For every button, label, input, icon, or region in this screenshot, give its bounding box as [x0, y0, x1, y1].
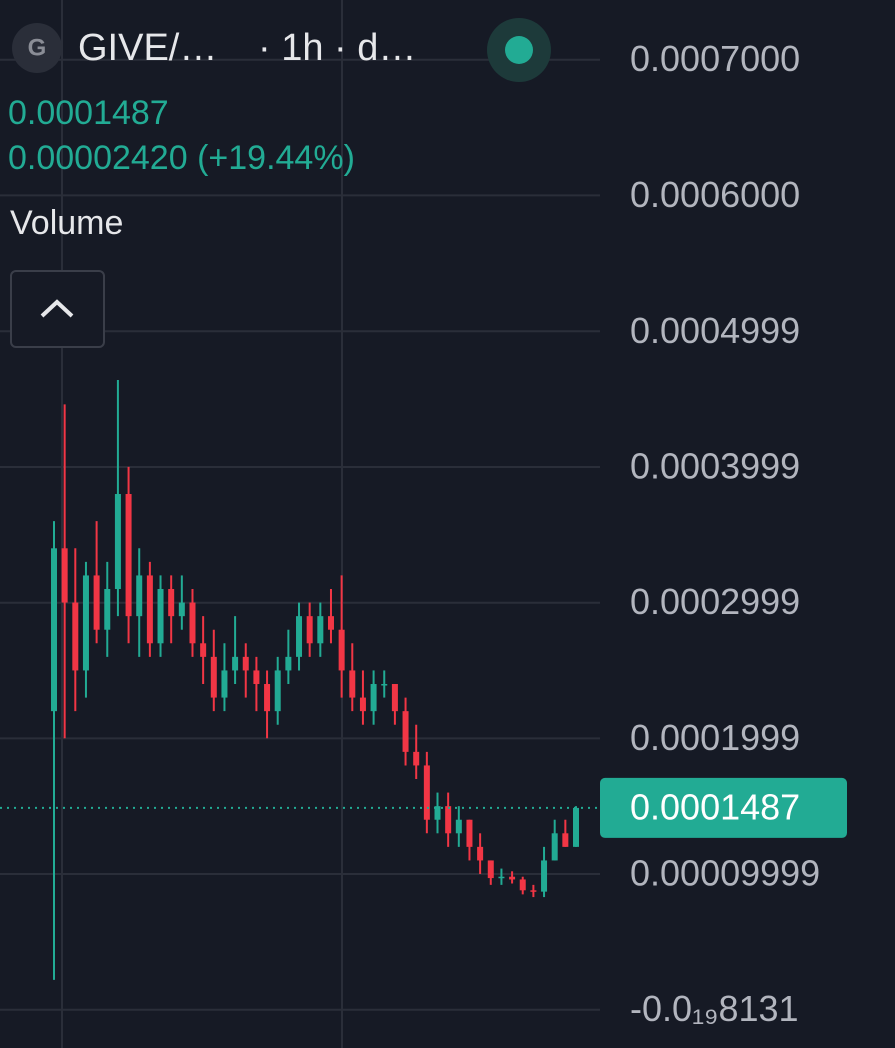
candle-body — [274, 670, 281, 712]
candle-body — [562, 833, 569, 847]
y-tick-label: 0.0006000 — [630, 174, 800, 215]
candle-body — [381, 684, 388, 686]
chevron-up — [40, 299, 74, 318]
candle-body — [455, 819, 462, 834]
y-tick-label: 0.0003999 — [630, 446, 800, 487]
last-price-label: 0.0001487 — [630, 786, 800, 827]
price-change: 0.00002420 (+19.44%) — [8, 139, 355, 177]
candle-body — [359, 697, 366, 712]
candle-body — [338, 629, 345, 671]
candle-body — [423, 765, 430, 820]
last-price: 0.0001487 — [8, 94, 169, 132]
candle-body — [51, 548, 57, 712]
candle-body — [253, 670, 260, 685]
candle-body — [72, 602, 79, 671]
interval: · 1h · d… — [258, 27, 416, 69]
candle-body — [82, 575, 89, 671]
symbol-icon — [12, 23, 62, 73]
candle-body — [498, 876, 505, 879]
candle-body — [349, 670, 356, 698]
candle-body — [264, 684, 271, 712]
candle-body — [157, 589, 164, 644]
candle-body — [434, 806, 441, 820]
volume-label: Volume — [10, 204, 123, 242]
candle-body — [477, 846, 484, 861]
overlay: G GIVE/… · 1h · d… 0.0001487 0.00002420 … — [8, 18, 551, 348]
grid: 0.0007000 0.0006000 0.0004999 0.0003999 0.00… — [0, 38, 820, 1029]
symbol: GIVE/… — [78, 27, 217, 69]
candle-body — [114, 494, 121, 590]
candle-body — [391, 684, 398, 712]
candle-body — [551, 833, 558, 861]
candle-body — [136, 575, 143, 617]
candle-body — [104, 589, 111, 630]
candle-body — [402, 711, 409, 752]
candle-body — [519, 879, 526, 891]
candle-body — [200, 643, 207, 657]
candle-body — [306, 616, 313, 644]
candle-body — [509, 876, 516, 880]
y-tick-label: -0.0₁₉8131 — [630, 988, 799, 1029]
candle-body — [146, 575, 153, 644]
candle-body — [327, 616, 334, 630]
collapse-button[interactable] — [10, 270, 105, 348]
last-price-box — [600, 777, 847, 838]
candle-body — [178, 602, 185, 617]
candles: 0.0001487 — [0, 380, 847, 980]
candle-body — [370, 684, 377, 712]
candle-body — [445, 806, 452, 834]
candle-body — [125, 494, 132, 617]
candle-body — [413, 751, 420, 766]
candle-body — [573, 807, 579, 847]
candle-body — [541, 860, 548, 892]
candle-body — [221, 670, 228, 698]
y-tick-label: 0.00009999 — [630, 853, 820, 894]
candle-body — [296, 616, 303, 657]
candle-body — [168, 589, 175, 617]
y-tick-label: 0.0001999 — [630, 717, 800, 758]
y-tick-label: 0.0004999 — [630, 310, 800, 351]
candle-body — [242, 656, 249, 671]
candle-body — [530, 890, 537, 892]
candle-body — [232, 656, 239, 671]
candle-body — [210, 656, 217, 698]
y-tick-label: 0.0002999 — [630, 581, 800, 622]
candle-body — [466, 819, 473, 847]
candle-body — [317, 616, 324, 644]
candle-body — [93, 575, 100, 630]
status-dot — [505, 36, 533, 64]
candle-body — [487, 860, 494, 879]
symbol-icon-letter: G — [28, 34, 47, 61]
candle-body — [285, 656, 292, 671]
candle-body — [189, 602, 196, 644]
candle-body — [61, 548, 68, 603]
y-tick-label: 0.0007000 — [630, 38, 800, 79]
